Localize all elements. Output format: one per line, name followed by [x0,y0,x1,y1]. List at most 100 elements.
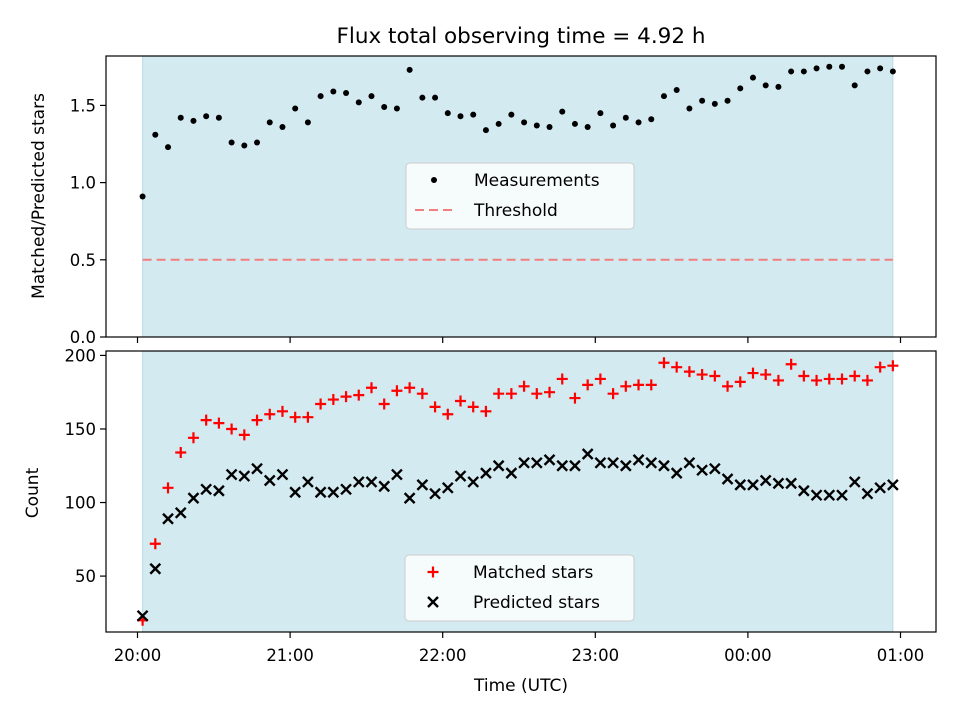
matched-star-point [696,369,708,381]
predicted-star-point [530,456,543,469]
predicted-star-point [251,462,263,475]
matched-star-point [429,401,441,413]
predicted-star-point [492,459,505,472]
bottom-y-axis-label: Count [23,467,43,518]
bottom-y-tick-label: 50 [75,567,96,586]
measurement-point [749,74,756,81]
predicted-star-point [213,484,225,497]
predicted-star-point [836,489,848,502]
predicted-star-point [429,487,441,500]
measurement-point [546,124,553,131]
matched-star-point [442,408,454,420]
measurement-point [393,105,400,112]
top-y-tick-label: 1.0 [70,174,96,193]
predicted-star-point [658,459,670,472]
measurement-point [152,131,159,138]
matched-star-point [544,386,556,398]
predicted-star-point [810,489,823,502]
measurement-point [139,193,146,200]
measurement-point [215,114,222,121]
matched-star-point [264,408,276,420]
matched-star-point [467,401,479,413]
measurement-point [190,117,197,124]
measurement-point [533,122,540,129]
top-y-tick-label: 1.5 [70,96,96,115]
measurement-point [343,90,350,97]
matched-star-point [594,373,606,385]
measurement-point [559,108,566,115]
predicted-star-point [136,609,149,622]
matched-star-point [365,382,377,394]
measurement-point [330,88,337,95]
measurement-point [355,99,362,106]
top-legend-frame [405,162,635,230]
bottom-legend: Matched stars Predicted stars [404,554,635,622]
measurement-point [482,127,489,134]
measurement-point [165,144,172,151]
predicted-star-point [569,459,581,472]
predicted-star-point [149,562,162,575]
bottom-legend-frame [404,554,635,622]
matched-star-point [823,373,835,385]
measurement-point [304,119,311,126]
measurement-point [813,65,820,72]
predicted-star-point [276,468,289,481]
measurement-point [699,97,706,104]
matched-star-point [811,374,823,386]
matched-star-point [175,447,187,459]
predicted-star-point [187,492,200,504]
matched-star-point [493,388,505,400]
matched-star-point [582,379,594,391]
matched-star-point [378,398,390,410]
predicted-star-point [340,483,352,496]
measurement-point [381,103,388,110]
matched-star-point [302,411,314,423]
predicted-star-point [619,459,632,472]
matched-star-point [798,370,810,382]
x-tick-label: 21:00 [266,646,314,665]
predicted-star-point [785,477,797,490]
bottom-y-tick-label: 150 [65,420,97,439]
legend-label: Measurements [474,171,600,191]
matched-star-point [149,538,161,550]
matched-star-point [531,388,543,400]
matched-star-point [620,380,632,392]
matched-star-point [747,367,759,379]
measurement-point [368,93,375,100]
matched-star-point [645,379,657,391]
top-y-tick-label: 0.5 [70,251,96,270]
matched-star-point [849,370,861,382]
matched-star-point [289,411,301,423]
measurement-point [724,97,731,104]
measurement-point [775,83,782,90]
predicted-star-point [467,476,480,488]
predicted-star-point [365,476,378,488]
predicted-star-point [403,492,416,504]
bottom-y-tick-label: 200 [65,346,97,365]
x-tick-label: 20:00 [114,646,162,665]
predicted-star-point [441,481,454,494]
predicted-star-point [238,470,251,482]
measurement-point [444,110,451,117]
matched-star-point [518,380,530,392]
predicted-star-point [645,456,658,469]
predicted-star-point [454,470,467,482]
measurement-point [571,120,578,127]
matched-star-point [633,379,645,391]
predicted-star-point [302,476,314,488]
predicted-star-point [352,476,365,488]
predicted-star-point [200,483,213,496]
predicted-star-point [594,456,607,469]
predicted-star-point [708,462,721,475]
matched-star-point [734,376,746,388]
measurement-point [839,63,846,70]
predicted-star-point [632,454,645,466]
measurement-point [279,124,286,131]
matched-star-point [658,357,670,369]
predicted-star-point [174,506,187,519]
measurement-point [203,113,210,120]
bottom-axes-frame [105,350,937,633]
measurement-point [228,139,235,146]
